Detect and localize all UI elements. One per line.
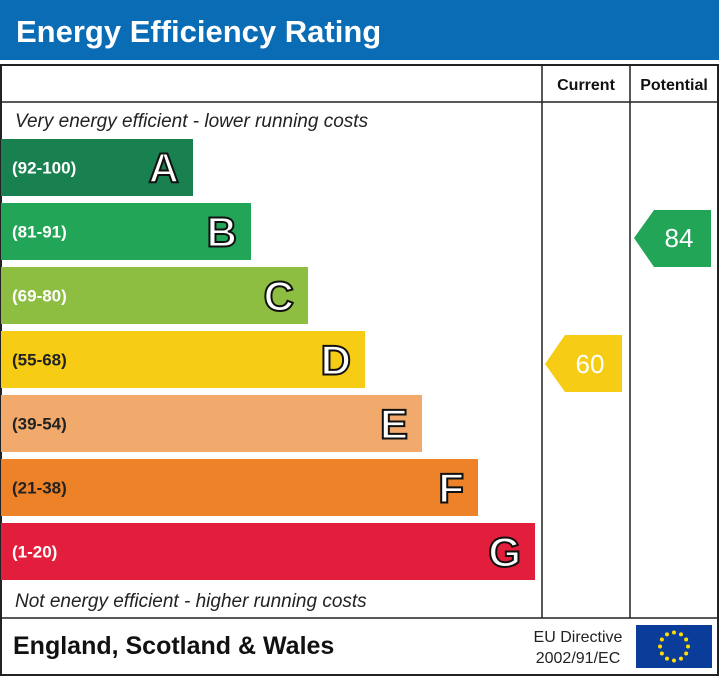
current-arrow [545,335,622,392]
band-letter: E [380,401,408,448]
eu-star [665,632,669,637]
header-title: Energy Efficiency Rating [16,14,381,49]
eu-star [659,637,664,642]
eu-star [684,637,689,642]
eu-star [672,658,676,663]
band-range: (81-91) [12,223,67,242]
band-range: (69-80) [12,287,67,306]
band-letter: A [149,145,179,192]
potential-value: 84 [665,223,694,253]
band-letter: D [321,337,351,384]
footer-region: England, Scotland & Wales [13,632,334,660]
band-bar [1,139,193,196]
footer-directive: 2002/91/EC [536,650,621,667]
eu-star [672,630,676,635]
eu-star [679,656,683,661]
column-header: Current [557,77,615,94]
band-bar [1,331,365,388]
band-range: (21-38) [12,479,67,498]
band-bar [1,395,422,452]
band-letter: F [438,465,464,512]
band-letter: G [488,529,521,576]
band-range: (1-20) [12,543,57,562]
column-header: Potential [640,77,708,94]
eu-star [659,651,664,656]
bottom-note: Not energy efficient - higher running co… [15,591,367,612]
band-bar [1,203,251,260]
band-bar [1,459,478,516]
band-letter: B [207,209,237,256]
current-rating: 60 [545,335,622,392]
band-range: (55-68) [12,351,67,370]
eu-star [658,644,662,649]
band-range: (92-100) [12,159,76,178]
potential-arrow [634,210,711,267]
band-bar [1,267,308,324]
eu-stars [658,630,690,663]
band-range: (39-54) [12,415,67,434]
top-note: Very energy efficient - lower running co… [15,111,369,132]
bands: (92-100) A (81-91) B (69-80) C (55-68) D (39-54)… [1,139,535,580]
current-value: 60 [576,349,605,379]
header-bar [0,0,719,60]
potential-rating: 84 [634,210,711,267]
band-bar [1,523,535,580]
eu-star [679,632,683,637]
eu-star [665,656,669,661]
eu-star [684,651,689,656]
band-letter: C [264,273,294,320]
footer-directive: EU Directive [534,629,623,646]
eu-star [686,644,690,649]
